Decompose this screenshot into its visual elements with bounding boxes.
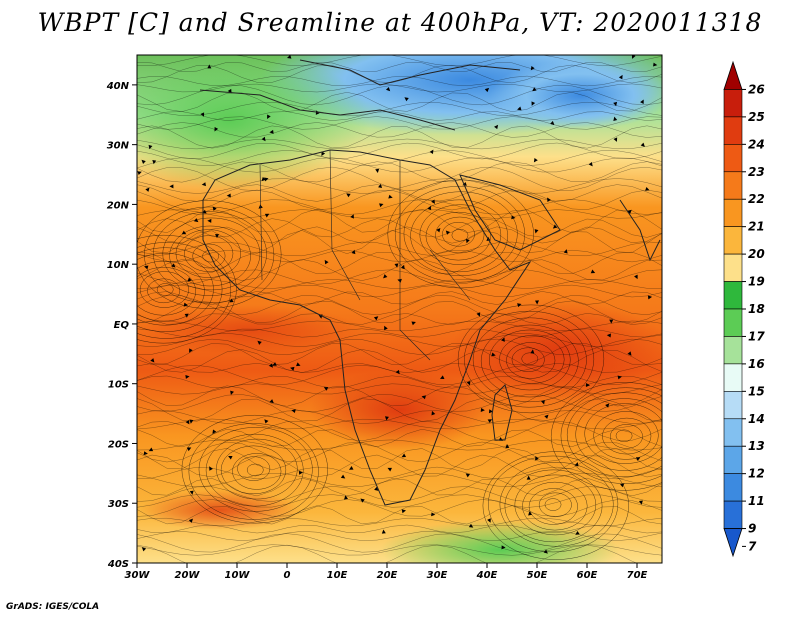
colorbar-label: 14 [748,412,765,426]
lon-tick-label: 30E [427,570,448,581]
map-title: WBPT [C] and Sreamline at 400hPa, VT: 20… [37,8,763,37]
colorbar-label: 26 [748,82,765,96]
colorbar-swatch [723,171,743,200]
colorbar-swatch [723,363,743,392]
lat-tick-label: 20N [107,200,130,211]
lon-tick-label: 40E [476,570,498,581]
lon-tick-label: 30W [125,570,151,581]
lon-tick-label: 20E [377,570,398,581]
lon-tick-label: 0 [284,570,291,581]
colorbar-swatch [723,391,743,420]
colorbar-label: 15 [748,384,765,398]
lat-tick-label: 10N [107,260,130,271]
colorbar-label: 23 [748,165,765,179]
latitude-axis: 40N 30N 20N 10N EQ 10S 20S 30S 40S [106,81,137,570]
colorbar-label: 19 [748,275,765,289]
colorbar-label: 21 [748,220,765,234]
lon-tick-label: 10W [225,570,251,581]
colorbar-label: 16 [748,357,765,371]
colorbar-swatch [723,528,743,558]
lat-tick-label: 30N [107,141,130,152]
lat-tick-label: 10S [108,380,129,391]
lon-tick-label: 60E [577,570,598,581]
colorbar-label: 12 [748,467,765,481]
colorbar-swatch [723,336,743,365]
colorbar-label: 13 [748,439,765,453]
colorbar-label: 7 [748,539,757,553]
map-frame [136,54,663,564]
colorbar-label: 24 [748,137,765,151]
colorbar-swatch [723,89,743,118]
colorbar-swatch [723,308,743,337]
lon-tick-label: 10E [327,570,348,581]
colorbar: 26 25 24 23 22 21 20 19 18 17 16 15 14 13 12 11 9 7 [723,60,765,558]
colorbar-swatch [723,60,743,90]
colorbar-label: 22 [748,192,765,206]
colorbar-swatch [723,116,743,145]
wbpt-field [137,55,662,563]
colorbar-swatch [723,281,743,310]
colorbar-swatch [723,226,743,255]
lon-tick-label: 70E [627,570,648,581]
lat-tick-label: 40N [106,81,130,92]
colorbar-label: 9 [748,522,756,536]
colorbar-swatch [723,144,743,173]
longitude-axis: 30W 20W 10W 0 10E 20E 30E 40E 50E 60E 70E [125,563,648,581]
colorbar-label: 20 [748,247,765,261]
lon-tick-label: 50E [527,570,548,581]
colorbar-label: 25 [748,110,765,124]
colorbar-swatch [723,418,743,447]
lat-tick-label: 30S [108,499,129,510]
lat-tick-label: EQ [114,320,130,331]
colorbar-swatch [723,473,743,502]
colorbar-label: 18 [748,302,765,316]
lat-tick-label: 20S [108,439,129,450]
colorbar-swatch [723,198,743,227]
colorbar-swatch [723,500,743,529]
lat-tick-label: 40S [107,559,129,570]
colorbar-swatch [723,253,743,282]
coastlines [199,59,661,506]
colorbar-swatch [723,445,743,474]
lon-tick-label: 20W [175,570,201,581]
credit-label: GrADS: IGES/COLA [6,602,100,612]
colorbar-label: 11 [748,494,765,508]
colorbar-label: 17 [748,329,765,343]
